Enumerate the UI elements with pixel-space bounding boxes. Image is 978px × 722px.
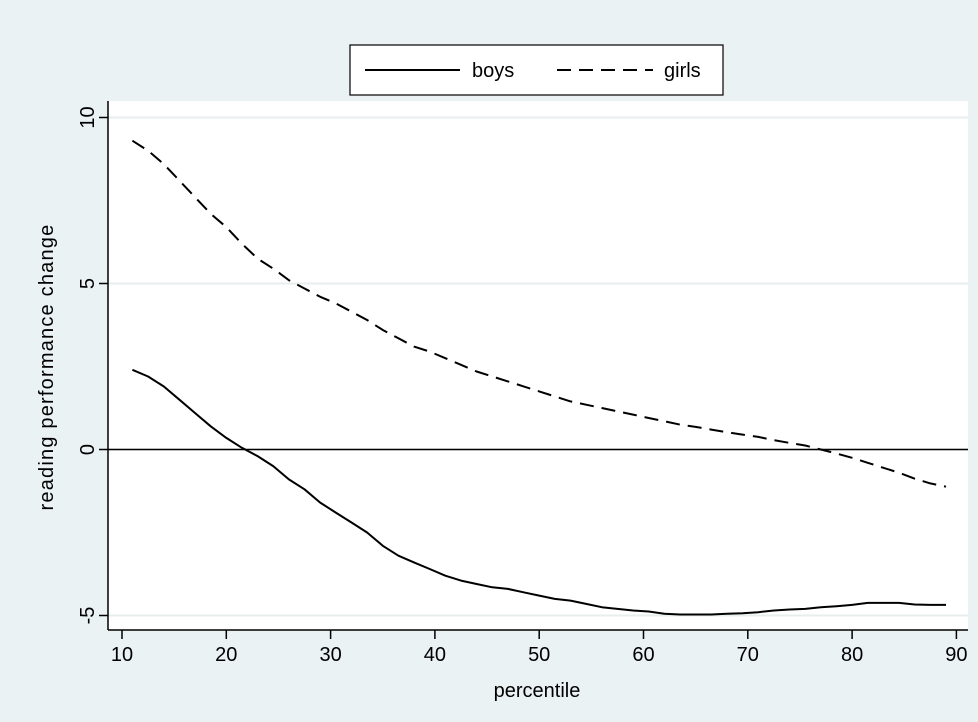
x-tick-label-5: 60 [632, 644, 654, 666]
series-layer [131, 139, 947, 616]
axes [107, 101, 968, 631]
y-axis-ticks: -5 0 5 10 [77, 106, 108, 624]
series-line-girls [131, 139, 947, 488]
x-tick-label-1: 20 [215, 644, 237, 666]
legend-label-boys: boys [472, 60, 514, 82]
legend: boys girls [349, 44, 724, 96]
y-tick-label-0: -5 [77, 607, 99, 625]
x-tick-label-2: 30 [319, 644, 341, 666]
x-axis-label: percentile [494, 680, 581, 702]
x-tick-label-8: 90 [945, 644, 967, 666]
y-tick-label-2: 5 [77, 278, 99, 289]
x-tick-label-4: 50 [528, 644, 550, 666]
x-tick-label-0: 10 [111, 644, 133, 666]
legend-box [349, 44, 724, 96]
y-axis-label: reading performance change [36, 224, 58, 511]
plot-area [108, 101, 968, 630]
x-axis-ticks: 10 20 30 40 50 60 70 80 90 [111, 630, 968, 666]
legend-label-girls: girls [664, 60, 701, 82]
y-tick-label-1: 0 [77, 444, 99, 455]
x-tick-label-6: 70 [737, 644, 759, 666]
x-tick-label-7: 80 [841, 644, 863, 666]
y-tick-label-3: 10 [77, 106, 99, 128]
x-tick-label-3: 40 [424, 644, 446, 666]
series-line-boys [132, 368, 946, 616]
